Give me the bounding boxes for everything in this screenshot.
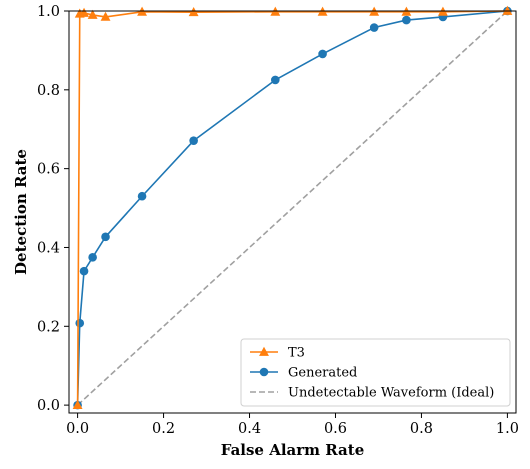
- legend-label: Generated: [288, 366, 357, 381]
- x-tick-label: 0.2: [152, 421, 175, 437]
- data-point-generated: [137, 191, 147, 201]
- plot-data-layer: [72, 5, 513, 410]
- data-point-generated: [101, 232, 110, 242]
- data-point-t3: [87, 9, 98, 19]
- series-t3: [72, 5, 513, 410]
- x-tick-label: 1.0: [496, 421, 519, 437]
- y-tick-label: 0.0: [37, 398, 60, 414]
- data-point-generated: [79, 266, 89, 276]
- y-tick-label: 0.2: [37, 319, 60, 335]
- legend-box: [240, 338, 511, 407]
- x-tick-label: 0.8: [410, 421, 433, 437]
- axes-layer: 0.0 0.2 0.4 0.6 0.8 1.0 0.0 0.2 0.4 0.6 0.8 1.0 Fals…: [12, 4, 519, 459]
- legend-label: T3: [288, 346, 305, 361]
- data-point-t3: [72, 399, 83, 410]
- y-tick-label: 0.4: [37, 240, 60, 256]
- x-tick-label: 0.4: [238, 421, 261, 437]
- legend: T3 Generated Undetectable Waveform (Ideal): [240, 338, 511, 407]
- data-point-t3: [502, 5, 513, 15]
- data-point-t3: [79, 7, 89, 17]
- series-undetectable-waveform-ideal: [77, 10, 508, 406]
- legend-swatch-marker: [259, 367, 269, 377]
- legend-label: Undetectable Waveform (Ideal): [288, 386, 494, 401]
- x-axis-label: False Alarm Rate: [221, 441, 365, 459]
- x-tick-label: 0.0: [66, 421, 89, 437]
- series-line-undetectable-waveform-ideal: [77, 10, 508, 406]
- data-point-generated: [189, 136, 198, 145]
- legend-swatch-marker: [259, 346, 269, 356]
- data-point-t3: [188, 6, 199, 17]
- y-tick-label: 1.0: [37, 4, 60, 20]
- data-point-generated: [271, 75, 280, 85]
- data-point-generated: [369, 23, 379, 32]
- plot-frame: [68, 10, 517, 414]
- y-tick-label: 0.6: [37, 162, 60, 178]
- data-point-generated: [318, 49, 327, 59]
- data-point-generated: [88, 253, 97, 262]
- data-point-generated: [402, 15, 411, 25]
- y-axis-label: Detection Rate: [12, 149, 30, 275]
- y-tick-label: 0.8: [37, 83, 60, 99]
- data-point-t3: [100, 11, 111, 21]
- data-point-generated: [75, 318, 85, 328]
- x-tick-label: 0.6: [324, 421, 347, 437]
